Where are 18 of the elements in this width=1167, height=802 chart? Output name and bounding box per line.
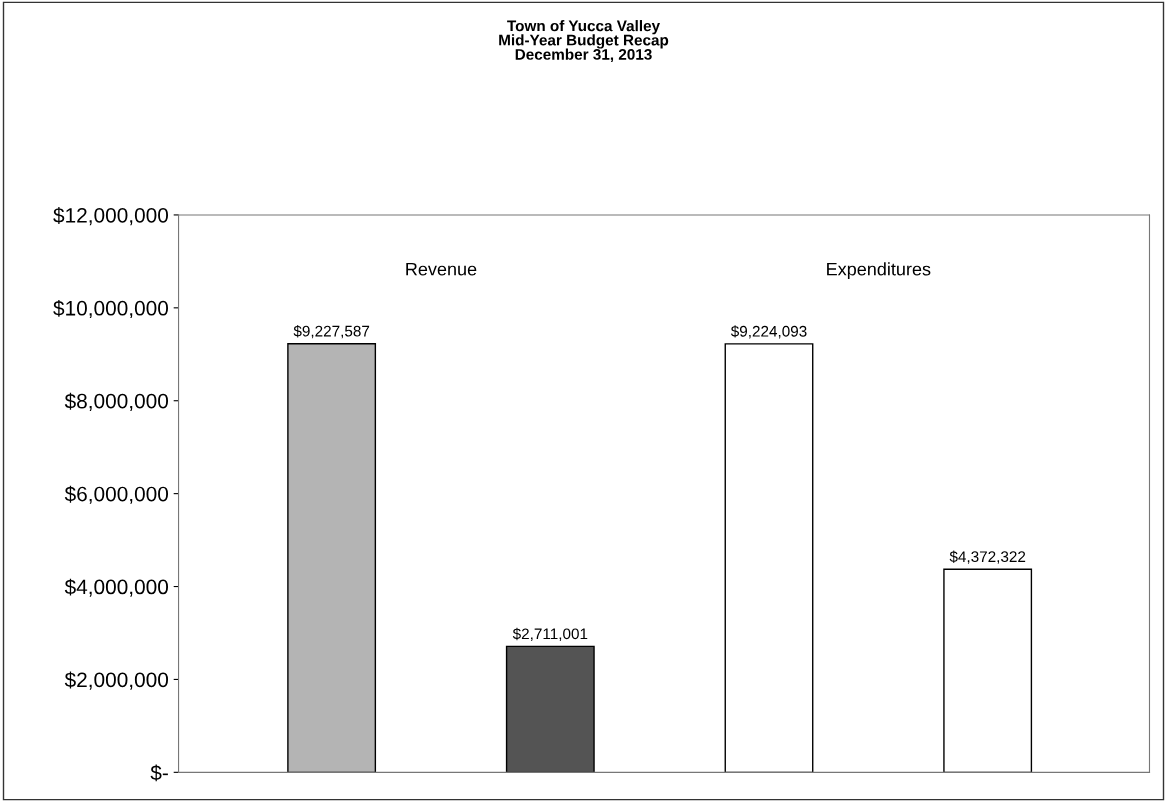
y-tick-label: $8,000,000 [64, 392, 169, 411]
bar [943, 568, 1033, 773]
chart-title: Town of Yucca Valley Mid-Year Budget Recap December 31, 2013 [499, 20, 669, 63]
y-tick-label: $4,000,000 [64, 578, 169, 597]
y-tick-label: $10,000,000 [53, 299, 169, 319]
bar [287, 343, 377, 773]
data-label: $4,372,322 [949, 550, 1026, 564]
bar [505, 645, 595, 773]
bar [724, 343, 814, 773]
y-tick-label: $2,000,000 [64, 671, 169, 690]
y-tick-label: $12,000,000 [53, 207, 169, 226]
data-label: $9,227,587 [293, 325, 370, 339]
data-label: $9,224,093 [730, 325, 807, 339]
y-tick-label: $6,000,000 [64, 485, 169, 504]
y-tick-label: $- [150, 764, 168, 782]
annotation: Revenue [406, 262, 477, 276]
data-label: $2,711,001 [512, 627, 588, 642]
annotation: Expenditures [827, 262, 931, 280]
